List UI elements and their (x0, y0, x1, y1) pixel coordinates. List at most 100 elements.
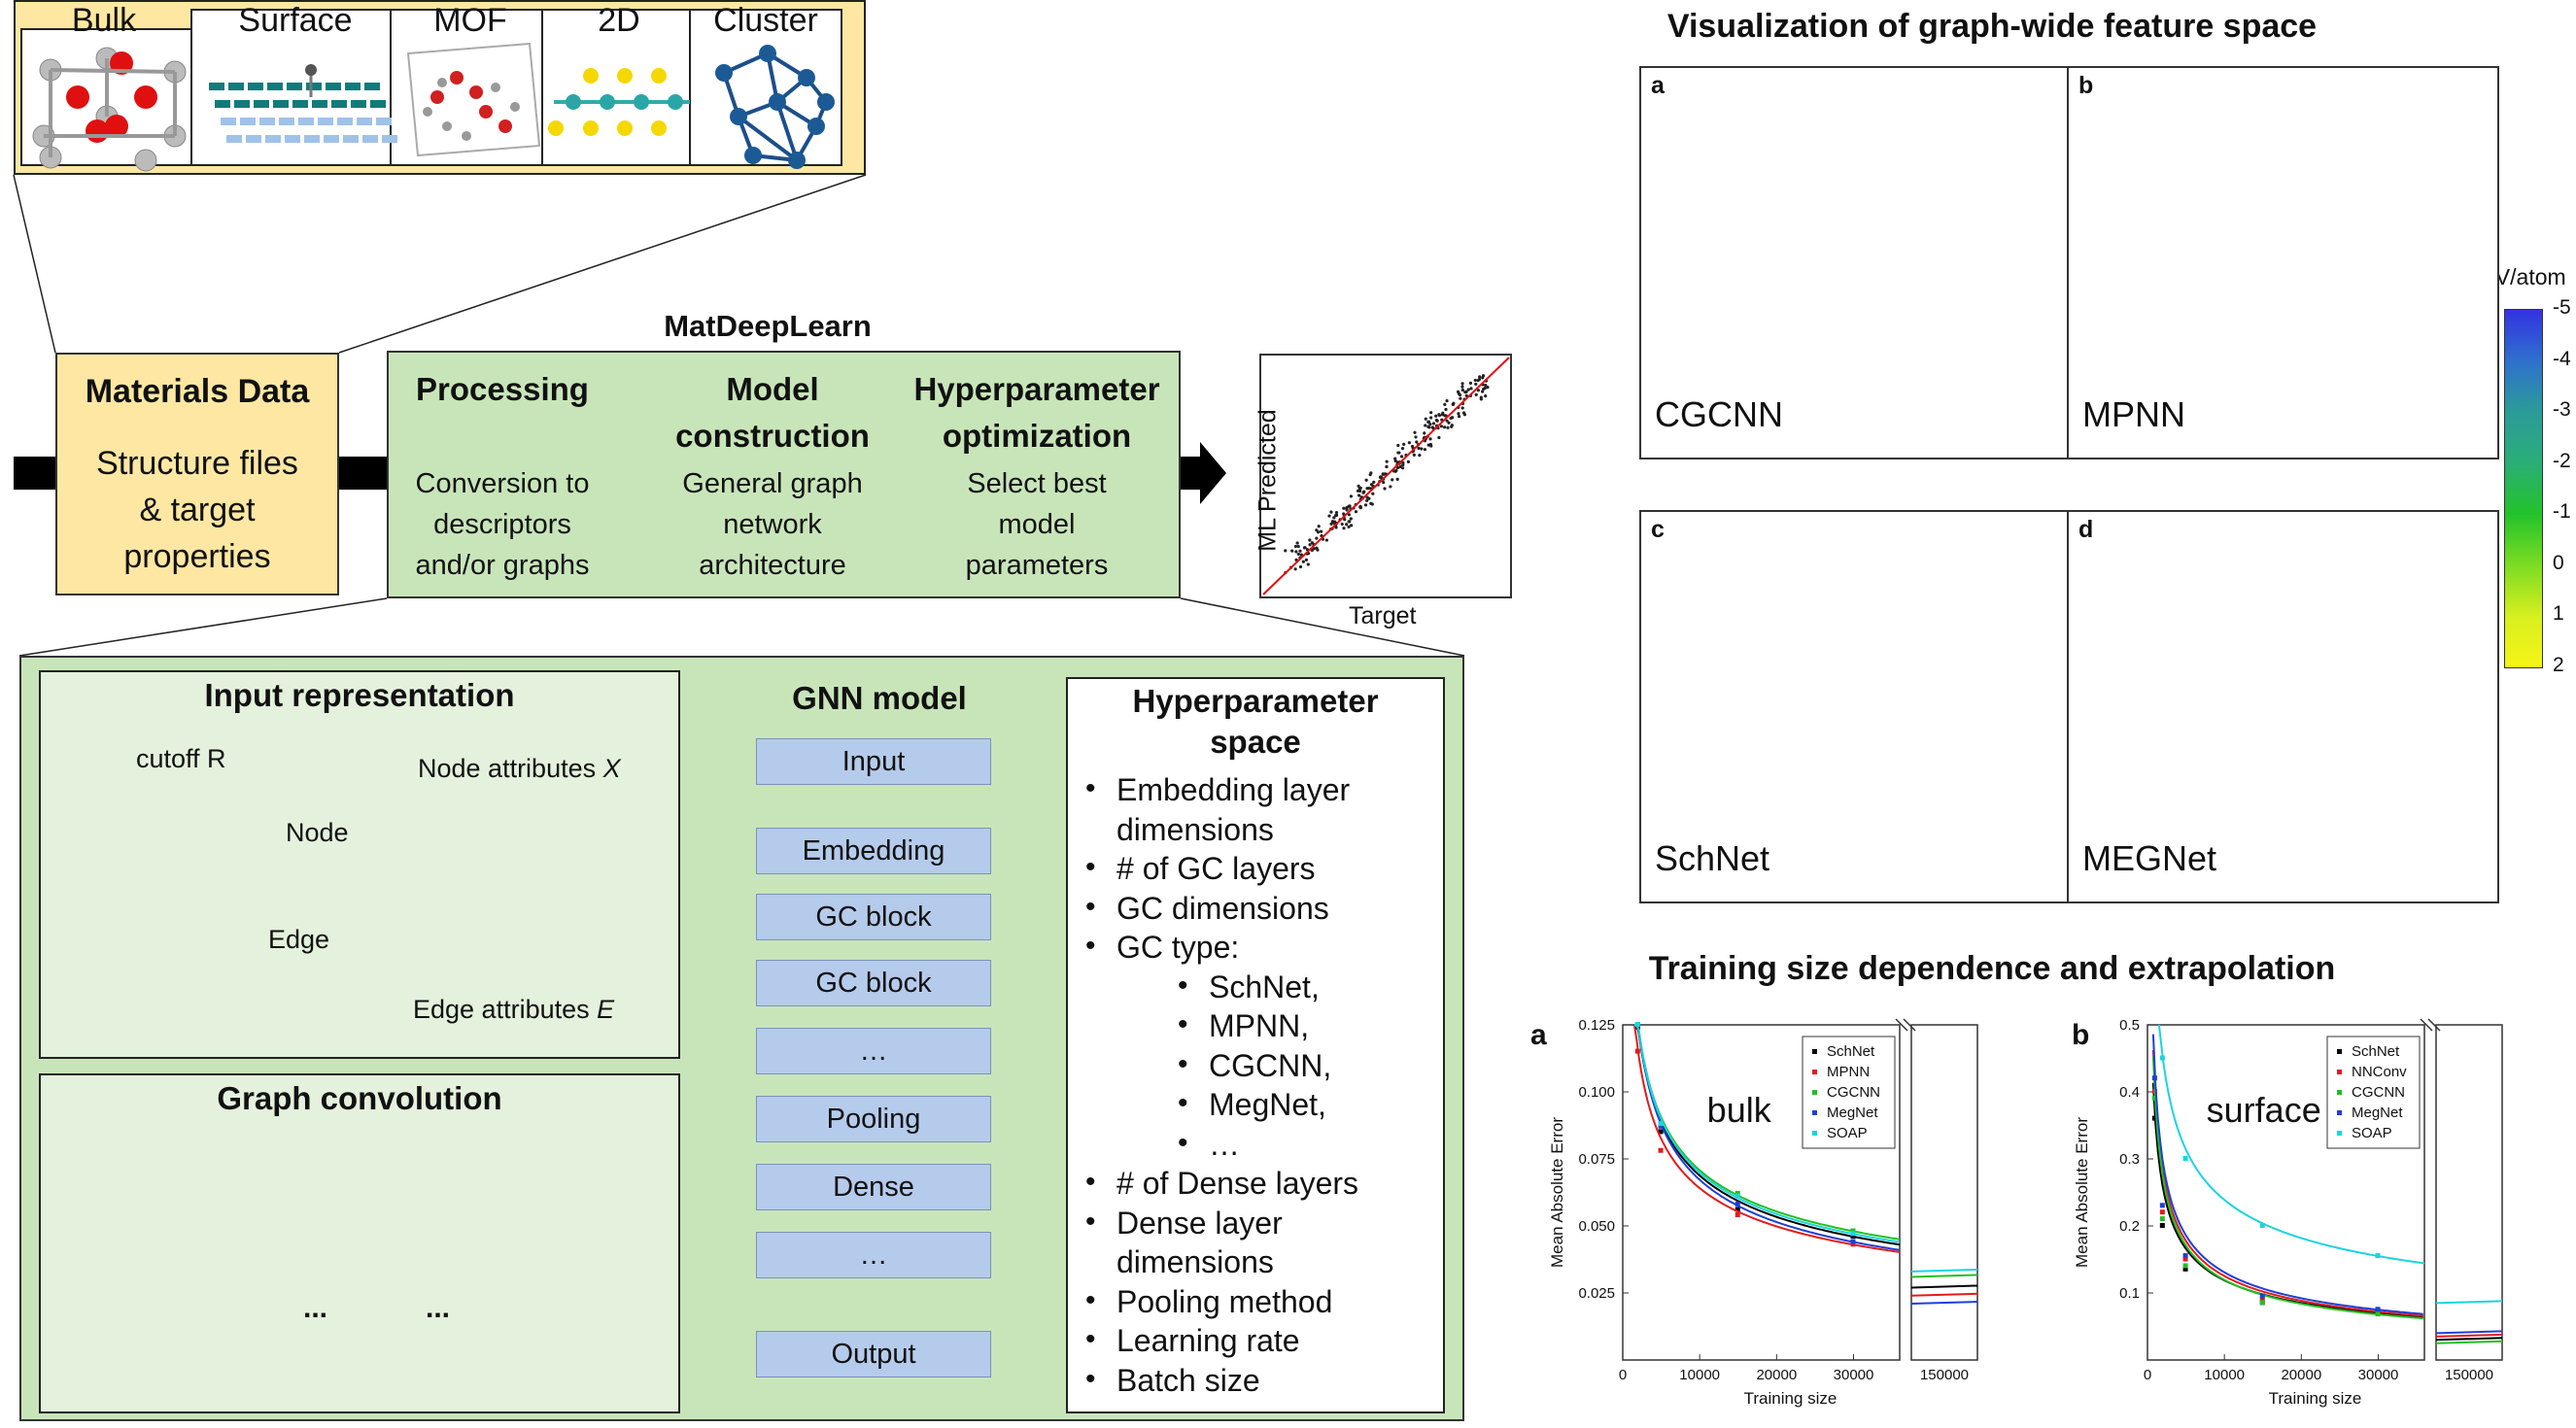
parity-point (1302, 561, 1305, 563)
parity-point (1315, 528, 1318, 531)
parity-point (1290, 549, 1293, 552)
chart-legend: SchNetNNConvCGCNNMegNetSOAP (2327, 1037, 2420, 1148)
series-point-soap (1659, 1121, 1664, 1126)
parity-point (1294, 567, 1297, 570)
parity-point (1341, 523, 1344, 526)
parity-point (1459, 397, 1461, 400)
gc-ellipsis-1: ... (303, 1292, 327, 1325)
series-point-megnet (2152, 1075, 2157, 1080)
series-point-soap (1735, 1194, 1740, 1199)
parity-point (1315, 547, 1318, 550)
parity-point (1446, 426, 1449, 429)
edge-attributes-text: Edge attributes (413, 995, 590, 1024)
series-point-soap (2160, 1056, 2165, 1061)
parity-point (1346, 508, 1349, 511)
y-tick-label: 0.050 (1578, 1218, 1615, 1235)
hp-item-13: dimensions (1116, 1244, 1274, 1280)
parity-point (1350, 517, 1353, 520)
legend-entry: SOAP (2352, 1125, 2392, 1141)
hp-bullet-16: • (1085, 1363, 1096, 1396)
parity-point (1445, 399, 1448, 402)
parity-point (1298, 550, 1301, 553)
parity-point (1335, 511, 1338, 514)
parity-point (1362, 490, 1365, 493)
parity-point (1325, 538, 1328, 541)
series-point-cgcnn (2160, 1216, 2165, 1221)
hp-item-7: MPNN, (1209, 1008, 1309, 1044)
series-point-soap (1851, 1231, 1856, 1236)
parity-point (1461, 406, 1464, 409)
parity-point (1359, 506, 1362, 509)
hp-item-9: MegNet, (1209, 1087, 1326, 1123)
hp-bullet-12: • (1085, 1206, 1096, 1239)
y-tick-label: 0.5 (2119, 1017, 2140, 1034)
x-tick-label: 150000 (1920, 1367, 1969, 1383)
parity-point (1284, 549, 1287, 552)
materials-data-line1: Structure files (55, 445, 339, 483)
x-tick-label: 0 (2144, 1367, 2151, 1383)
parity-point (1332, 516, 1335, 519)
parity-xlabel: Target (1349, 602, 1416, 630)
parity-point (1484, 394, 1487, 397)
parity-point (1350, 494, 1353, 497)
tsne-panel-model-d: MEGNet (2082, 838, 2216, 879)
hp-item-8: CGCNN, (1209, 1048, 1331, 1084)
parity-point (1305, 559, 1308, 561)
x-tick-label: 10000 (1679, 1367, 1720, 1383)
legend-swatch (2337, 1090, 2342, 1095)
parity-point (1347, 526, 1350, 528)
parity-point (1428, 437, 1431, 440)
parity-point (1364, 503, 1367, 506)
structure-label-bulk: Bulk (7, 2, 201, 40)
graph-convolution-title: Graph convolution (39, 1080, 680, 1117)
hp-bullet-5: • (1085, 930, 1096, 963)
parity-point (1367, 497, 1370, 500)
flow-arrow-head (1200, 442, 1226, 504)
parity-point (1452, 402, 1455, 405)
legend-entry: SchNet (1827, 1043, 1875, 1060)
parity-point (1385, 465, 1388, 468)
step-subtitle-2: construction (627, 418, 918, 455)
node-attributes-text: Node attributes (418, 754, 596, 783)
series-extrap-soap (2436, 1301, 2502, 1303)
parity-point (1408, 441, 1411, 444)
parity-point (1327, 514, 1330, 517)
colorbar-tick-2: -4 (2553, 348, 2571, 371)
step-desc-2-2: network (627, 509, 918, 541)
parity-point (1444, 408, 1447, 411)
parity-point (1424, 448, 1426, 451)
parity-point (1369, 471, 1372, 474)
gnn-layer-5: … (756, 1028, 991, 1074)
callout-line (19, 598, 387, 656)
legend-swatch (2337, 1110, 2342, 1115)
parity-point (1294, 550, 1297, 553)
colorbar (2504, 309, 2543, 668)
edge-attributes-label: Edge attributes E (413, 995, 614, 1025)
training-chart-letter: a (1530, 1019, 1547, 1051)
edge-attributes-var: E (597, 995, 614, 1024)
flow-arrow-body (14, 457, 55, 490)
hp-item-5: GC type: (1116, 930, 1239, 966)
legend-swatch (1812, 1131, 1817, 1136)
parity-point (1480, 396, 1483, 399)
step-desc-3-1: Select best (891, 468, 1183, 500)
parity-point (1320, 530, 1322, 533)
tsne-panel-model-b: MPNN (2082, 394, 2185, 435)
parity-point (1370, 483, 1373, 486)
parity-point (1486, 386, 1489, 389)
gc-ellipsis-2: ... (426, 1292, 450, 1325)
chart-legend: SchNet MPNN CGCNN MegNet SOAP (1803, 1037, 1895, 1148)
series-extrap-schnet (2436, 1338, 2502, 1340)
parity-point (1396, 444, 1399, 447)
parity-point (1411, 445, 1414, 448)
parity-point (1407, 460, 1410, 463)
parity-point (1420, 447, 1423, 450)
x-tick-label: 30000 (2358, 1367, 2399, 1383)
hp-item-3: # of GC layers (1116, 851, 1316, 887)
y-axis-label: Mean Absolute Error (1548, 1117, 1566, 1268)
hp-item-4: GC dimensions (1116, 891, 1329, 927)
legend-swatch (2337, 1131, 2342, 1136)
legend-swatch (1812, 1070, 1817, 1074)
parity-ylabel: ML Predicted (1254, 384, 1283, 578)
gnn-layer-8: … (756, 1232, 991, 1278)
